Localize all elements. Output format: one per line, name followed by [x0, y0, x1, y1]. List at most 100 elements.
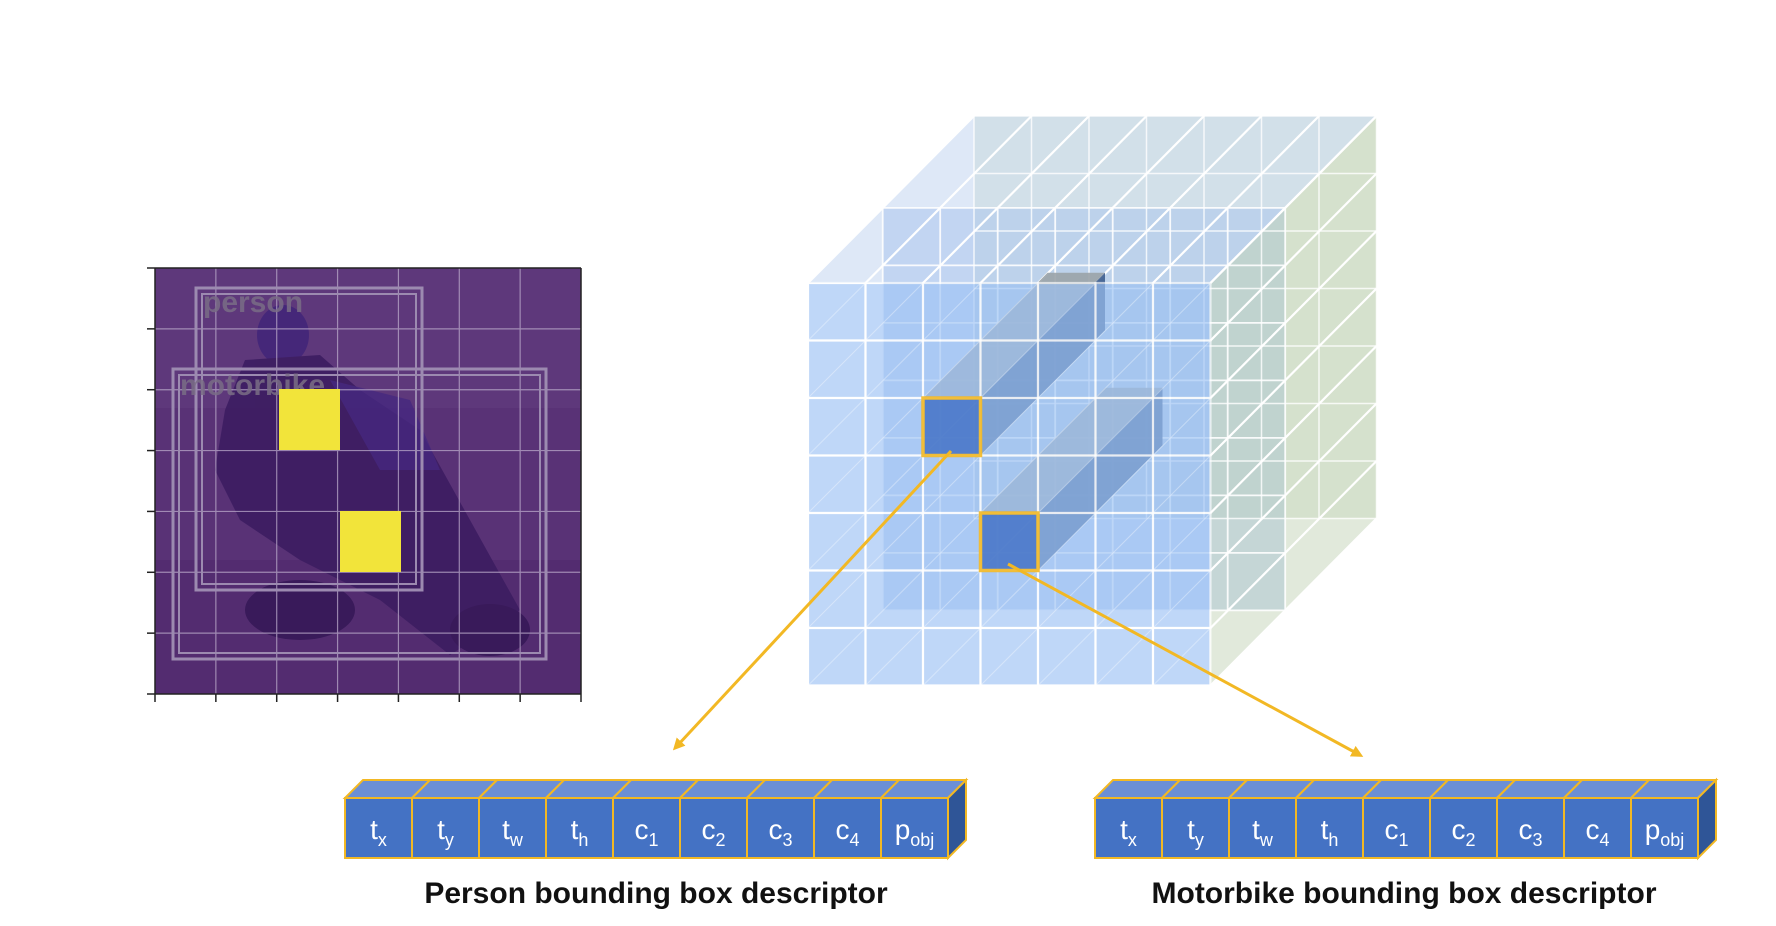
cell-diagonal — [865, 340, 924, 399]
descriptor-cell-label: c3 — [768, 814, 792, 850]
descriptor-cell-label: th — [1321, 814, 1339, 850]
cell-diagonal — [865, 627, 924, 686]
tensor-front-cell — [1151, 511, 1212, 572]
descriptor-cell-front — [813, 797, 882, 859]
grid-image-panel: person motorbike — [147, 267, 582, 702]
descriptor-cell-label: c1 — [634, 814, 658, 850]
cell-diagonal — [922, 627, 981, 686]
descriptor-main-symbol: t — [571, 814, 579, 845]
photo-axes — [154, 267, 582, 695]
descriptor-cell: c3 — [744, 779, 835, 859]
cell-diagonal — [1095, 512, 1154, 571]
descriptor-cell: th — [543, 779, 634, 859]
motorbike-descriptor-vector: tx ty tw th c1 c2 c3 c4 pobj — [1092, 777, 1719, 861]
person-descriptor-vector: tx ty tw th c1 c2 c3 c4 pobj — [342, 777, 969, 861]
descriptor-cell-front — [679, 797, 748, 859]
descriptor-cell-front — [344, 797, 413, 859]
person-center-cell — [279, 389, 340, 450]
tensor-front-cell — [806, 511, 867, 572]
depth-line — [807, 115, 975, 284]
descriptor-main-symbol: t — [437, 814, 445, 845]
motorbike-bbox — [171, 367, 548, 661]
cell-diagonal — [1152, 397, 1211, 456]
descriptor-main-symbol: t — [502, 814, 510, 845]
descriptor-subscript: 2 — [1465, 830, 1475, 850]
cell-diagonal — [807, 627, 866, 686]
descriptor-subscript: obj — [910, 830, 934, 850]
cell-diagonal — [980, 340, 1039, 399]
cell-diagonal — [1037, 340, 1096, 399]
motorbike-center-cell — [340, 511, 401, 572]
tensor-front-cell — [806, 569, 867, 630]
tensor-front-cell — [921, 454, 982, 515]
descriptor-cell: tx — [342, 779, 433, 859]
descriptor-cell: ty — [409, 779, 500, 859]
tensor-front-cell — [806, 454, 867, 515]
tensor-front-cell — [1151, 569, 1212, 630]
depth-line — [1209, 115, 1378, 284]
motorbike-arrow — [1007, 562, 1364, 757]
person-bbox-inner — [201, 293, 417, 585]
descriptor-cell-label: pobj — [895, 814, 935, 850]
descriptor-cell-front — [1563, 797, 1632, 859]
cell-diagonal — [980, 282, 1039, 341]
cell-diagonal — [1037, 512, 1096, 571]
descriptor-subscript: h — [1328, 830, 1338, 850]
descriptor-side-face — [1697, 777, 1717, 861]
cell-diagonal — [1152, 282, 1211, 341]
descriptor-cell-front — [1630, 797, 1699, 859]
tensor-front-cell — [979, 396, 1040, 457]
descriptor-cell-front — [880, 797, 949, 859]
cell-diagonal — [1037, 627, 1096, 686]
cell-diagonal — [807, 570, 866, 629]
cell-diagonal — [980, 455, 1039, 514]
descriptor-cell-label: tx — [370, 814, 387, 850]
descriptor-cell-label: ty — [437, 814, 454, 850]
descriptor-subscript: 1 — [648, 830, 658, 850]
cell-diagonal — [807, 512, 866, 571]
cell-diagonal — [980, 570, 1039, 629]
descriptor-cell-label: c1 — [1384, 814, 1408, 850]
motorbike-descriptor-caption: Motorbike bounding box descriptor — [1152, 877, 1657, 910]
cell-diagonal — [865, 397, 924, 456]
descriptor-cell-label: c4 — [835, 814, 859, 850]
descriptor-cell-label: tw — [1252, 814, 1274, 850]
depth-line — [1209, 402, 1378, 572]
cell-diagonal — [922, 455, 981, 514]
descriptor-subscript: 1 — [1398, 830, 1408, 850]
descriptor-subscript: 3 — [1532, 830, 1542, 850]
cell-diagonal — [807, 340, 866, 399]
descriptor-subscript: obj — [1660, 830, 1684, 850]
tensor-front-cell — [1036, 511, 1097, 572]
tensor-front-cell — [864, 396, 925, 457]
cell-diagonal — [807, 282, 866, 341]
tensor-top-face — [808, 116, 1377, 283]
cell-diagonal — [865, 282, 924, 341]
descriptor-main-symbol: t — [1187, 814, 1195, 845]
tensor-front-cell — [1036, 626, 1097, 687]
descriptor-cell-label: tw — [502, 814, 524, 850]
depth-line — [1209, 230, 1378, 399]
depth-line — [979, 115, 1148, 284]
descriptor-cell: tx — [1092, 779, 1183, 859]
tensor-front-cell — [921, 626, 982, 687]
cell-diagonal — [1037, 282, 1096, 341]
descriptor-cell-label: c4 — [1585, 814, 1609, 850]
descriptor-main-symbol: t — [1321, 814, 1329, 845]
depth-line — [1209, 345, 1378, 514]
descriptor-main-symbol: t — [370, 814, 378, 845]
cell-diagonal — [922, 512, 981, 571]
tensor-front-cell — [1094, 569, 1155, 630]
descriptor-cell: pobj — [878, 779, 969, 859]
person-bbox — [194, 286, 424, 592]
cell-diagonal — [980, 397, 1039, 456]
cell-diagonal — [1095, 340, 1154, 399]
descriptor-subscript: x — [1128, 830, 1137, 850]
tensor-front-cell — [921, 569, 982, 630]
depth-line — [1094, 115, 1263, 284]
tensor-front-cell — [1036, 454, 1097, 515]
descriptor-cell-front — [1295, 797, 1364, 859]
descriptor-cell-front — [411, 797, 480, 859]
photo-grid — [155, 268, 581, 694]
depth-line — [1209, 287, 1378, 457]
